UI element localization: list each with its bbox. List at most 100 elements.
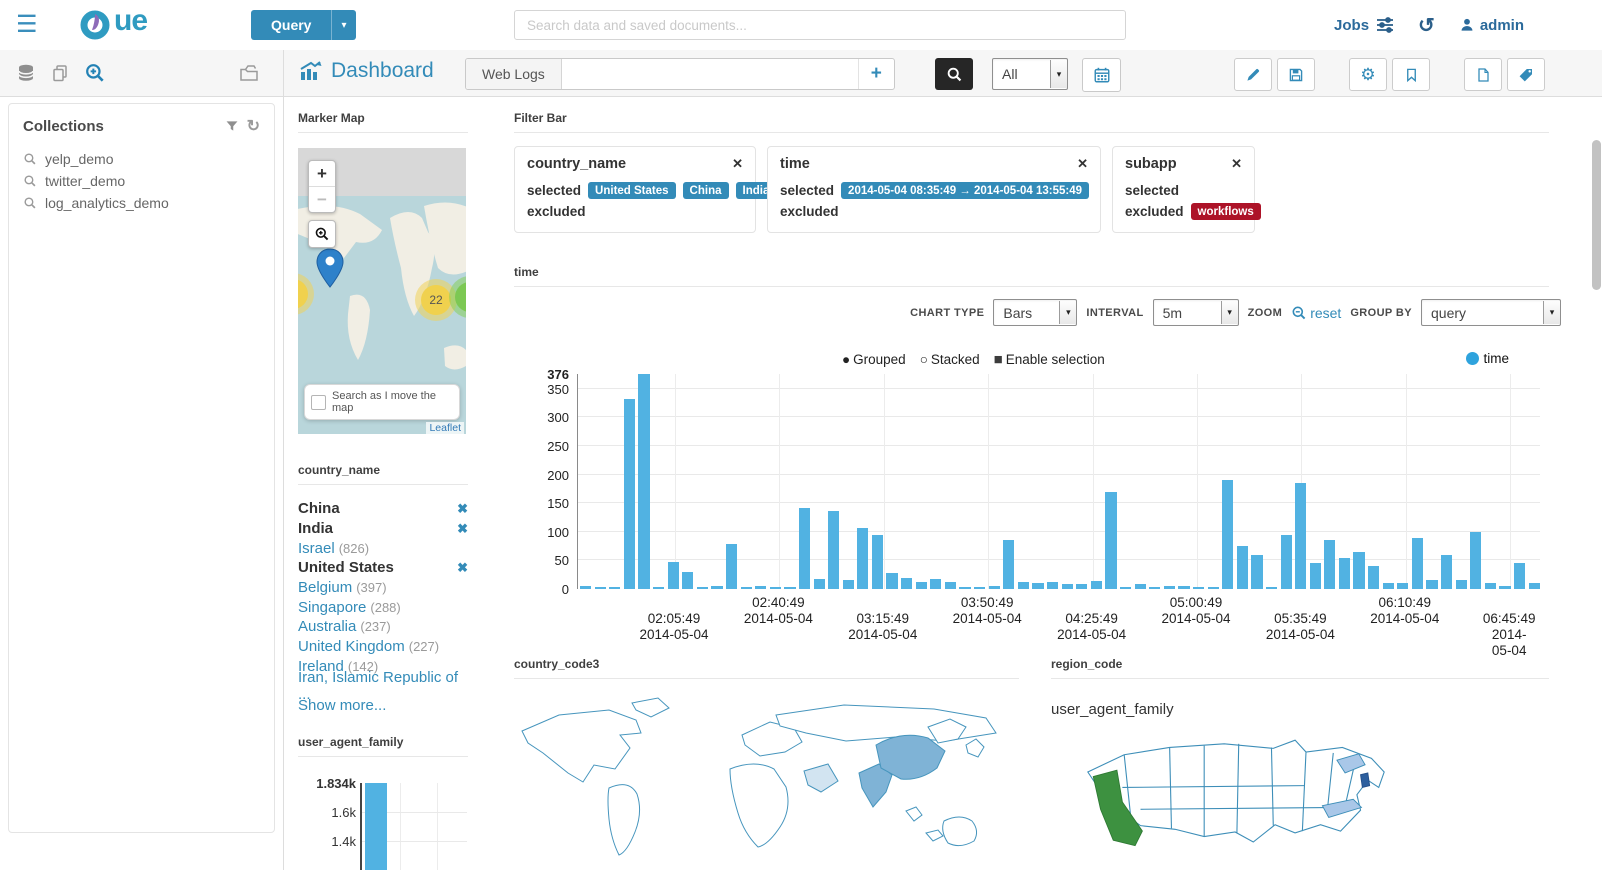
query-caret-icon[interactable]: ▾ xyxy=(331,10,355,40)
time-bar[interactable] xyxy=(1441,554,1453,589)
zoom-in-icon[interactable] xyxy=(84,62,106,84)
facet-item-link[interactable]: Israel xyxy=(298,539,335,557)
show-more-link[interactable]: Show more... xyxy=(298,696,387,714)
time-bar[interactable] xyxy=(1047,582,1059,589)
time-bar[interactable] xyxy=(1280,534,1292,589)
time-bar[interactable] xyxy=(915,582,927,589)
settings-button[interactable]: ⚙ xyxy=(1349,58,1387,91)
facet-item[interactable]: India ✖ xyxy=(298,519,468,539)
time-bar[interactable] xyxy=(609,587,621,589)
state-new-jersey[interactable] xyxy=(1360,772,1371,789)
time-bar[interactable] xyxy=(1499,586,1511,589)
zoom-reset-link[interactable]: reset xyxy=(1291,305,1341,321)
database-icon[interactable] xyxy=(16,63,36,83)
time-bar[interactable] xyxy=(944,581,957,589)
facet-item[interactable]: Israel (826) xyxy=(298,538,468,558)
time-bar[interactable] xyxy=(1426,580,1438,589)
time-bar[interactable] xyxy=(1003,540,1015,589)
time-bar[interactable] xyxy=(1236,546,1248,589)
documents-icon[interactable] xyxy=(50,63,70,83)
facet-item[interactable]: Australia (237) xyxy=(298,617,468,637)
collection-label[interactable]: Web Logs xyxy=(466,59,562,89)
time-bar[interactable] xyxy=(1076,584,1088,589)
bookmark-button[interactable] xyxy=(1392,58,1430,91)
query-split-button[interactable]: Query ▾ xyxy=(251,10,356,40)
map-magnify-button[interactable] xyxy=(308,220,336,248)
time-bar[interactable] xyxy=(1119,586,1132,589)
group-by-select[interactable]: query ▾ xyxy=(1421,299,1561,326)
edit-button[interactable] xyxy=(1234,58,1272,91)
time-bar[interactable] xyxy=(1163,585,1175,589)
user-agent-family-chart[interactable]: 1.834k 1.6k 1.4k xyxy=(298,776,468,870)
facet-item[interactable]: Belgium (397) xyxy=(298,578,468,598)
collection-item[interactable]: yelp_demo xyxy=(23,148,260,170)
facet-item[interactable]: China ✖ xyxy=(298,499,468,519)
time-bar[interactable] xyxy=(930,579,942,589)
map-cluster[interactable]: 2 xyxy=(449,276,466,318)
time-bar[interactable] xyxy=(594,587,606,589)
facet-item[interactable]: Iran, Islamic Republic of ... xyxy=(298,669,468,703)
time-bar[interactable] xyxy=(842,580,854,589)
time-bar[interactable] xyxy=(1265,587,1278,589)
time-bar[interactable] xyxy=(1411,537,1424,589)
time-bar[interactable] xyxy=(1090,581,1102,589)
facet-item-link[interactable]: Ireland xyxy=(298,657,344,675)
enable-selection-checkbox[interactable]: ■ Enable selection xyxy=(994,351,1105,368)
state-north-carolina[interactable] xyxy=(1321,798,1363,818)
time-bar[interactable] xyxy=(828,510,840,589)
country-china[interactable] xyxy=(875,734,946,780)
time-bar[interactable] xyxy=(988,585,1000,589)
time-bar[interactable] xyxy=(623,398,635,589)
facet-item[interactable]: Ireland (142) xyxy=(298,657,468,677)
dashboard-query-input[interactable] xyxy=(561,59,858,89)
time-bar[interactable] xyxy=(755,585,767,589)
time-bar[interactable] xyxy=(857,527,869,589)
filter-badge[interactable]: United States xyxy=(588,182,676,199)
remove-facet-icon[interactable]: ✖ xyxy=(457,500,468,516)
country-saudi-arabia[interactable] xyxy=(803,763,839,793)
add-query-button[interactable]: + xyxy=(857,59,894,89)
jobs-link[interactable]: Jobs xyxy=(1334,17,1394,34)
time-bar[interactable] xyxy=(652,587,665,589)
time-bar[interactable] xyxy=(1134,584,1146,589)
time-bar[interactable] xyxy=(1149,587,1161,589)
time-bar[interactable] xyxy=(711,585,723,589)
refresh-icon[interactable]: ↻ xyxy=(246,118,260,135)
time-bar[interactable] xyxy=(813,578,825,589)
history-icon[interactable]: ↺ xyxy=(1418,14,1435,37)
stacked-radio[interactable]: ○ Stacked xyxy=(920,352,980,367)
time-bar[interactable] xyxy=(682,572,694,589)
time-bar[interactable] xyxy=(871,535,884,589)
facet-item-link[interactable]: Singapore xyxy=(298,598,367,616)
remove-facet-icon[interactable]: ✖ xyxy=(457,559,468,575)
facet-item-link[interactable]: United Kingdom xyxy=(298,638,405,656)
filter-badge[interactable]: 2014-05-04 08:35:49 → 2014-05-04 13:55:4… xyxy=(841,182,1090,199)
time-bar[interactable] xyxy=(638,374,650,589)
time-bar[interactable] xyxy=(1222,480,1234,589)
world-choropleth-map[interactable] xyxy=(514,693,1019,865)
global-search-input[interactable] xyxy=(514,10,1126,40)
query-button-label[interactable]: Query xyxy=(271,17,312,33)
time-bar[interactable] xyxy=(1455,580,1467,589)
time-bar[interactable] xyxy=(974,587,986,589)
facet-item-link[interactable]: Australia xyxy=(298,618,357,636)
time-bar[interactable] xyxy=(1017,581,1030,589)
menu-icon[interactable]: ☰ xyxy=(16,11,38,38)
filter-badge[interactable]: China xyxy=(682,182,729,199)
time-bar[interactable] xyxy=(1382,583,1394,589)
leaflet-map[interactable]: 5 22 2 + − xyxy=(298,148,466,434)
collection-item[interactable]: twitter_demo xyxy=(23,170,260,192)
time-bar[interactable] xyxy=(886,573,898,589)
filter-funnel-icon[interactable] xyxy=(225,119,239,133)
time-bar[interactable] xyxy=(959,587,971,589)
time-bar[interactable] xyxy=(1032,583,1044,589)
time-bar[interactable] xyxy=(1514,563,1526,589)
time-bar[interactable] xyxy=(696,587,708,589)
facet-item[interactable]: United States ✖ xyxy=(298,558,468,578)
time-bar[interactable] xyxy=(1353,551,1365,589)
folder-icon[interactable] xyxy=(239,63,261,83)
remove-facet-icon[interactable]: ✖ xyxy=(457,520,468,536)
save-button[interactable] xyxy=(1277,58,1315,91)
time-bar[interactable] xyxy=(1309,563,1321,589)
time-chart-plot[interactable]: 376 350 300 250 200 150 100 50 0 xyxy=(547,367,1540,597)
